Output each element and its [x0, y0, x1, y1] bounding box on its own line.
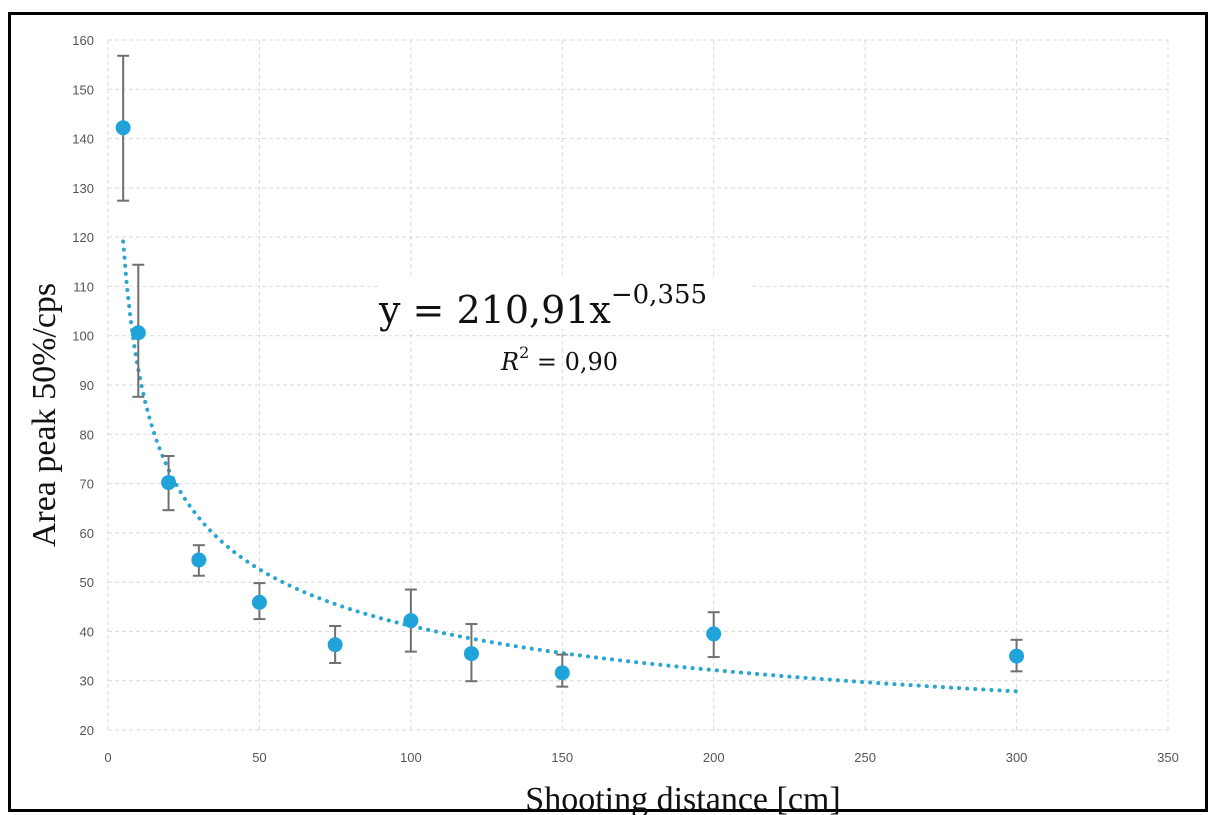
trendline-equation: y = 210,91x−0,355 — [378, 280, 707, 332]
equation-exponent: −0,355 — [611, 280, 707, 310]
chart-frame: 20 30 40 50 60 70 80 90 100 110 120 130 140 150 160 0 5… — [8, 12, 1208, 815]
data-point-5 — [327, 637, 343, 653]
y-tick-label-7: 90 — [80, 378, 94, 393]
y-tick-label-5: 70 — [80, 477, 94, 492]
scatter-chart: 20 30 40 50 60 70 80 90 100 110 120 130 140 150 160 0 5… — [26, 33, 1179, 815]
r-squared-label: R2 = 0,90 — [500, 343, 618, 376]
x-tick-label-5: 250 — [854, 750, 876, 765]
y-tick-label-14: 160 — [72, 33, 94, 48]
y-axis-title: Area peak 50%/cps — [26, 283, 63, 547]
y-tick-label-3: 50 — [80, 575, 94, 590]
data-point-7 — [463, 646, 479, 662]
x-tick-label-4: 200 — [703, 750, 725, 765]
x-axis-title: Shooting distance [cm] — [525, 781, 840, 815]
data-point-9 — [706, 626, 722, 642]
x-tick-labels: 0 50 100 150 200 250 300 350 — [104, 750, 1178, 765]
data-point-1 — [130, 325, 146, 341]
y-tick-label-9: 110 — [73, 279, 94, 294]
y-tick-label-4: 60 — [80, 526, 94, 541]
x-tick-label-6: 300 — [1006, 750, 1028, 765]
y-tick-label-1: 30 — [80, 674, 94, 689]
power-trendline — [121, 239, 1019, 694]
y-tick-label-12: 140 — [72, 132, 94, 147]
x-tick-label-3: 150 — [551, 750, 573, 765]
y-tick-label-13: 150 — [72, 82, 94, 97]
data-point-6 — [403, 613, 419, 629]
x-tick-label-2: 100 — [400, 750, 422, 765]
r-squared-exponent: 2 — [519, 343, 529, 362]
r-squared-value: = 0,90 — [529, 348, 618, 376]
x-tick-label-1: 50 — [252, 750, 266, 765]
y-tick-label-6: 80 — [80, 427, 94, 442]
x-tick-label-7: 350 — [1157, 750, 1179, 765]
data-point-2 — [161, 475, 177, 491]
r-squared-symbol: R — [500, 348, 519, 376]
data-point-3 — [191, 552, 207, 568]
y-tick-label-2: 40 — [80, 624, 94, 639]
y-tick-label-8: 100 — [72, 329, 94, 344]
x-tick-label-0: 0 — [104, 750, 111, 765]
data-point-0 — [115, 120, 131, 136]
data-points — [115, 120, 1025, 681]
equation-background — [381, 277, 751, 329]
y-tick-labels: 20 30 40 50 60 70 80 90 100 110 120 130 140 150 160 — [72, 33, 94, 738]
data-point-10 — [1009, 648, 1025, 664]
equation-base: y = 210,91x — [378, 288, 611, 332]
y-tick-label-10: 120 — [72, 230, 94, 245]
grid-lines — [107, 39, 1169, 731]
y-tick-label-0: 20 — [80, 723, 94, 738]
data-point-4 — [251, 594, 267, 610]
y-tick-label-11: 130 — [72, 181, 94, 196]
data-point-8 — [554, 665, 570, 681]
